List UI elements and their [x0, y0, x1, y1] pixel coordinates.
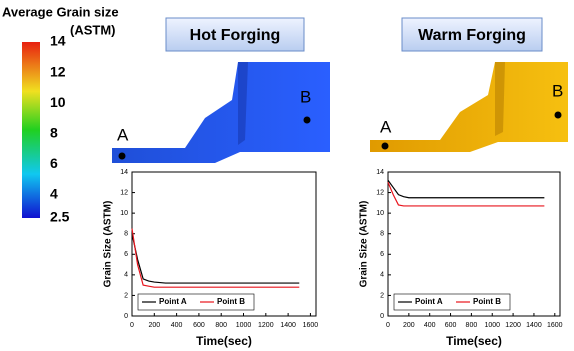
x-tick-label: 1600 [547, 322, 563, 329]
x-tick-label: 1400 [526, 322, 542, 329]
y-tick-label: 10 [376, 210, 384, 217]
point-label: B [552, 81, 563, 100]
panel-title: Warm Forging [418, 27, 526, 44]
colorbar-tick-label: 12 [50, 63, 66, 79]
point-marker [304, 117, 311, 124]
x-tick-label: 800 [215, 322, 227, 329]
y-tick-label: 4 [124, 272, 128, 279]
x-axis-label: Time(sec) [446, 334, 502, 348]
series-line [132, 229, 299, 288]
y-axis-label: Grain Size (ASTM) [103, 201, 114, 288]
series-line [132, 234, 299, 283]
y-tick-label: 4 [380, 272, 384, 279]
x-tick-label: 1200 [258, 322, 274, 329]
x-tick-label: 600 [445, 322, 457, 329]
point-label: A [380, 117, 392, 136]
x-tick-label: 0 [386, 322, 390, 329]
y-tick-label: 2 [380, 292, 384, 299]
x-tick-label: 400 [424, 322, 436, 329]
x-tick-label: 200 [148, 322, 160, 329]
series-line [388, 180, 544, 197]
y-tick-label: 0 [124, 313, 128, 320]
colorbar-tick-label: 8 [50, 125, 58, 141]
y-tick-label: 6 [380, 251, 384, 258]
colorbar-tick-label: 14 [50, 33, 66, 49]
colorbar-title: (ASTM) [70, 22, 116, 37]
colorbar [22, 42, 40, 218]
y-tick-label: 8 [380, 231, 384, 238]
y-tick-label: 12 [120, 189, 128, 196]
x-axis-label: Time(sec) [196, 334, 252, 348]
x-tick-label: 1200 [505, 322, 521, 329]
legend-label: Point A [415, 297, 443, 306]
figure: Average Grain size (ASTM) A B A B Hot Fo… [0, 0, 574, 351]
series-line [388, 182, 544, 206]
warm-part [370, 62, 568, 152]
colorbar-tick-label: 6 [50, 155, 58, 171]
x-tick-label: 200 [403, 322, 415, 329]
hot-part [112, 62, 330, 163]
panel-title: Hot Forging [190, 27, 281, 44]
x-tick-label: 400 [171, 322, 183, 329]
legend-label: Point B [473, 297, 501, 306]
x-tick-label: 600 [193, 322, 205, 329]
colorbar-tick-label: 2.5 [50, 209, 70, 225]
colorbar-title: Average Grain size [2, 4, 119, 19]
y-tick-label: 0 [380, 313, 384, 320]
point-label: A [117, 125, 129, 144]
point-label: B [300, 87, 311, 106]
y-tick-label: 14 [120, 169, 128, 176]
y-tick-label: 10 [120, 210, 128, 217]
x-tick-label: 800 [466, 322, 478, 329]
y-tick-label: 14 [376, 169, 384, 176]
point-marker [555, 112, 562, 119]
colorbar-tick-label: 4 [50, 186, 58, 202]
x-tick-label: 1000 [484, 322, 500, 329]
y-tick-label: 8 [124, 231, 128, 238]
point-marker [382, 143, 389, 150]
y-axis-label: Grain Size (ASTM) [359, 201, 370, 288]
y-tick-label: 6 [124, 251, 128, 258]
point-marker [119, 153, 126, 160]
x-tick-label: 1600 [303, 322, 319, 329]
y-tick-label: 12 [376, 189, 384, 196]
y-tick-label: 2 [124, 292, 128, 299]
x-tick-label: 0 [130, 322, 134, 329]
x-tick-label: 1000 [236, 322, 252, 329]
legend-label: Point B [217, 297, 245, 306]
colorbar-tick-label: 10 [50, 94, 66, 110]
x-tick-label: 1400 [280, 322, 296, 329]
legend-label: Point A [159, 297, 187, 306]
